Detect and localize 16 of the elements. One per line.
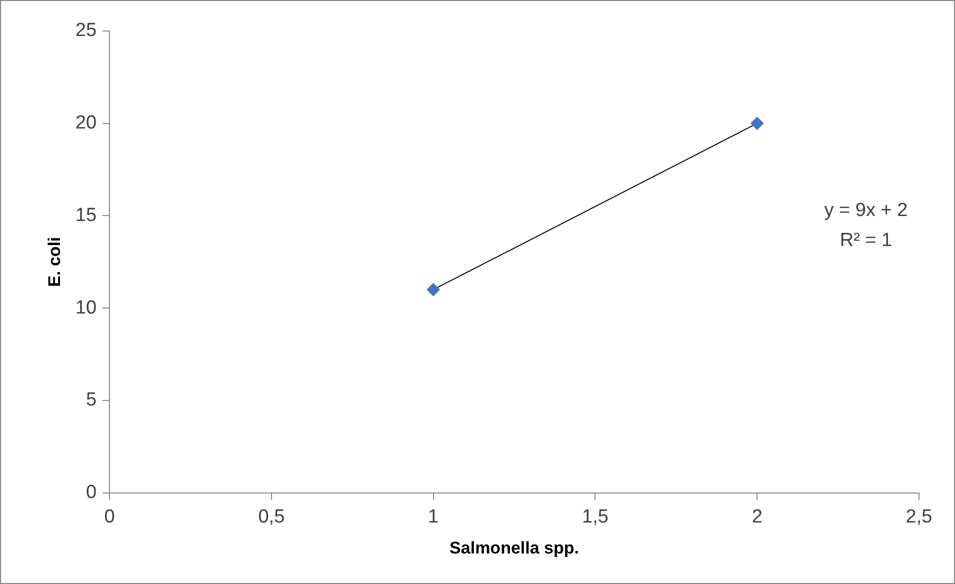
x-tick-label: 2 — [752, 506, 762, 528]
x-tick-label: 0 — [104, 506, 115, 528]
y-tick-label: 10 — [75, 297, 97, 318]
y-tick-label: 20 — [75, 112, 97, 134]
y-axis-title: E. coli — [44, 236, 64, 287]
x-tick-label: 0,5 — [258, 506, 285, 528]
annotation: y = 9x + 2 — [824, 200, 908, 221]
y-tick-label: 5 — [86, 390, 97, 411]
x-tick-label: 1,5 — [582, 506, 608, 528]
y-tick-label: 15 — [75, 204, 97, 226]
y-tick-label: 25 — [75, 20, 97, 42]
annotation: R² = 1 — [840, 230, 892, 251]
x-tick-label: 1 — [428, 506, 439, 528]
y-tick-label: 0 — [86, 482, 97, 504]
x-tick-label: 2,5 — [906, 506, 932, 528]
x-axis-title: Salmonella spp. — [450, 538, 579, 558]
